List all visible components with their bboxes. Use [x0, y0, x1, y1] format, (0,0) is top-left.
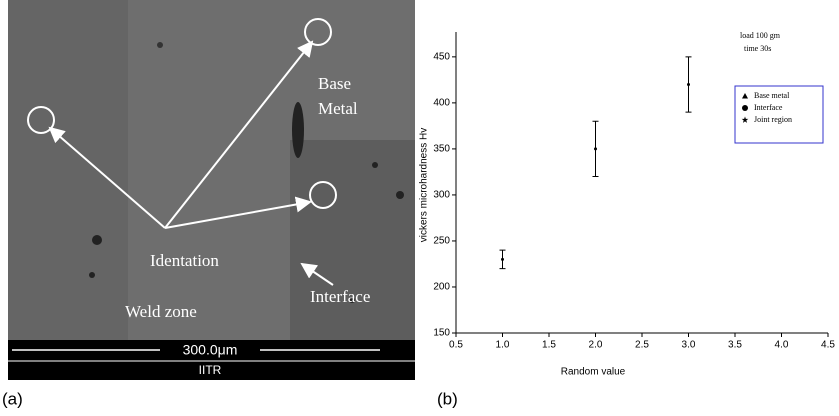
label: Weld zone	[125, 302, 197, 321]
legend-marker	[741, 116, 749, 123]
panel-label: (a)	[2, 389, 23, 408]
scale-label: 300.0μm	[183, 342, 238, 358]
label: Base	[318, 74, 351, 93]
y-tick-label: 450	[433, 51, 450, 62]
label: Identation	[150, 251, 219, 270]
y-tick-label: 300	[433, 190, 450, 201]
x-tick-label: 4.0	[775, 340, 789, 351]
x-tick-label: 2.5	[635, 340, 649, 351]
legend-label: Joint region	[754, 115, 792, 124]
chart: Random value vickers microhardness Hv lo…	[419, 31, 836, 378]
panel-label: (b)	[437, 389, 458, 408]
x-tick-label: 1.0	[496, 340, 510, 351]
point	[594, 147, 597, 151]
y-tick-label: 250	[433, 236, 450, 247]
label: Interface	[310, 287, 370, 306]
annotation: load 100 gm	[740, 31, 781, 40]
x-axis-label: Random value	[561, 367, 626, 378]
annotation: time 30s	[744, 44, 771, 53]
x-tick-label: 2.0	[589, 340, 603, 351]
y-tick-label: 200	[433, 282, 450, 293]
lab-label: IITR	[199, 363, 222, 377]
y-tick-label: 150	[433, 328, 450, 339]
point	[687, 82, 690, 86]
y-tick-label: 350	[433, 144, 450, 155]
legend-marker	[742, 93, 748, 99]
legend-box	[734, 85, 824, 144]
x-tick-label: 3.5	[728, 340, 742, 351]
y-axis-label: vickers microhardness Hv	[419, 128, 430, 242]
x-tick-label: 4.5	[821, 340, 835, 351]
x-tick-label: 3.0	[682, 340, 696, 351]
micrograph: Base Metal Identation Weld zone Interfac…	[8, 0, 415, 380]
label: Metal	[318, 99, 358, 118]
legend-label: Base metal	[754, 91, 790, 100]
x-tick-label: 0.5	[449, 340, 463, 351]
x-tick-label: 1.5	[542, 340, 556, 351]
legend-marker	[742, 105, 748, 111]
y-tick-label: 400	[433, 98, 450, 109]
legend-label: Interface	[754, 103, 783, 112]
point	[501, 257, 504, 261]
